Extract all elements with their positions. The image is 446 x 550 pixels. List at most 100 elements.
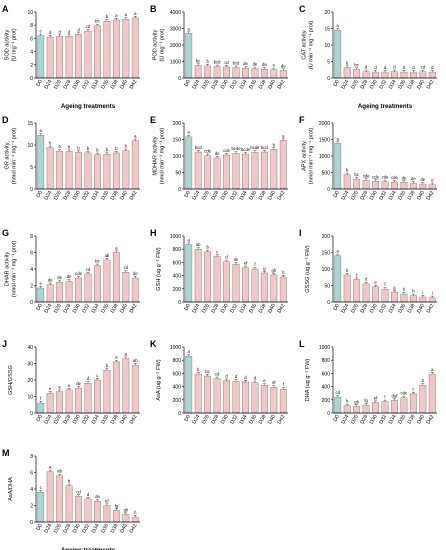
panel-letter: M	[2, 448, 10, 458]
significance-letter: d	[225, 374, 228, 379]
x-tick-label: D38	[258, 303, 268, 314]
x-tick-label: D30	[72, 414, 82, 425]
y-axis-label: GR activity	[5, 142, 11, 169]
x-tick-label: D42	[129, 523, 139, 534]
bar	[37, 492, 45, 523]
significance-letter: b	[125, 144, 128, 149]
y-tick-label: 1000	[170, 345, 181, 351]
x-tick-label: D30	[220, 303, 230, 314]
significance-letter: bc	[95, 259, 99, 264]
bar	[65, 281, 73, 303]
panel-letter: H	[150, 228, 157, 238]
significance-letter: bcde	[250, 145, 260, 150]
x-tick-label: D34	[388, 79, 398, 90]
significance-letter: ef	[244, 261, 248, 266]
bar	[84, 273, 92, 303]
significance-letter: d	[244, 375, 247, 380]
significance-letter: bcd	[195, 145, 202, 150]
significance-letter: d	[58, 29, 61, 34]
bar	[242, 68, 249, 79]
y-tick-label: 2	[30, 284, 33, 290]
significance-letter: de	[243, 61, 248, 66]
x-tick-label: D30	[72, 303, 82, 314]
bar	[232, 264, 240, 303]
bar	[65, 389, 73, 414]
bar	[46, 284, 54, 303]
x-tick-label: D28	[359, 303, 369, 314]
bar	[391, 291, 398, 303]
panel-letter: C	[299, 4, 306, 14]
bar	[75, 34, 82, 79]
y-tick-label: 5	[327, 60, 330, 66]
bar	[103, 21, 111, 79]
y-axis-label: MDHAR activity	[153, 136, 159, 175]
y-tick-label: 0	[30, 300, 33, 306]
y-tick-label: 600	[173, 371, 182, 377]
y-tick-label: 5	[30, 165, 33, 171]
bar	[112, 510, 120, 523]
bar	[122, 19, 130, 79]
bar	[112, 19, 120, 79]
significance-letter: cde	[75, 271, 82, 276]
x-tick-label: D24	[340, 414, 350, 425]
significance-letter: h	[282, 270, 285, 275]
bar	[131, 277, 139, 303]
significance-letter: h	[346, 399, 349, 404]
x-tick-label: D42	[129, 190, 139, 201]
x-tick-label: D32	[378, 414, 388, 425]
bar	[75, 496, 82, 523]
bar	[251, 268, 259, 303]
bar	[270, 149, 278, 190]
significance-letter: b	[206, 245, 209, 250]
bar	[428, 71, 436, 79]
y-tick-label: 1000	[170, 234, 181, 240]
significance-letter: d	[431, 65, 434, 70]
bar	[343, 174, 351, 190]
x-tick-label: D32	[378, 190, 388, 201]
x-tick-label: D24	[191, 79, 201, 90]
significance-letter: c	[356, 272, 358, 277]
bar	[409, 295, 417, 303]
bar	[353, 69, 361, 79]
x-tick-label: D0	[332, 303, 341, 312]
bar	[194, 151, 202, 190]
x-tick-label: D26	[53, 79, 63, 90]
significance-letter: b	[58, 144, 61, 149]
y-axis-label: POD activity	[153, 29, 159, 60]
significance-letter: f	[384, 395, 386, 400]
bar	[122, 514, 130, 523]
panel-g: G 0 2 4 6 8 DHAR activity (nmol min⁻¹ mg⁻¹ prot…	[2, 228, 140, 314]
significance-letter: e	[49, 386, 52, 391]
panel-letter: G	[2, 228, 9, 238]
significance-letter: d	[393, 65, 396, 70]
bar	[94, 25, 101, 79]
bar	[56, 150, 64, 190]
bar	[56, 282, 64, 303]
bar	[409, 182, 417, 190]
x-tick-label: D30	[369, 79, 379, 90]
x-tick-label: D42	[426, 414, 436, 425]
bar	[391, 400, 398, 414]
y-tick-label: 4000	[170, 10, 181, 16]
bar	[279, 276, 287, 303]
bar	[84, 152, 92, 190]
x-tick-label: D32	[81, 79, 91, 90]
y-tick-label: 800	[173, 358, 182, 364]
panel-letter: A	[2, 4, 9, 14]
bar	[279, 389, 287, 414]
significance-letter: cd	[224, 60, 229, 65]
x-tick-label: D42	[426, 303, 436, 314]
x-tick-label: D34	[388, 414, 398, 425]
bar	[37, 402, 45, 414]
y-tick-label: 600	[322, 371, 331, 377]
y-tick-label: 800	[173, 247, 182, 253]
x-tick-label: D0	[183, 303, 192, 312]
x-tick-label: D42	[426, 190, 436, 201]
x-tick-label: D24	[191, 190, 201, 201]
significance-letter: c	[40, 29, 42, 34]
y-tick-label: 0	[178, 76, 181, 82]
x-tick-label: D24	[340, 190, 350, 201]
x-tick-label: D38	[407, 190, 417, 201]
bar	[204, 251, 212, 303]
significance-letter: f	[40, 396, 42, 401]
